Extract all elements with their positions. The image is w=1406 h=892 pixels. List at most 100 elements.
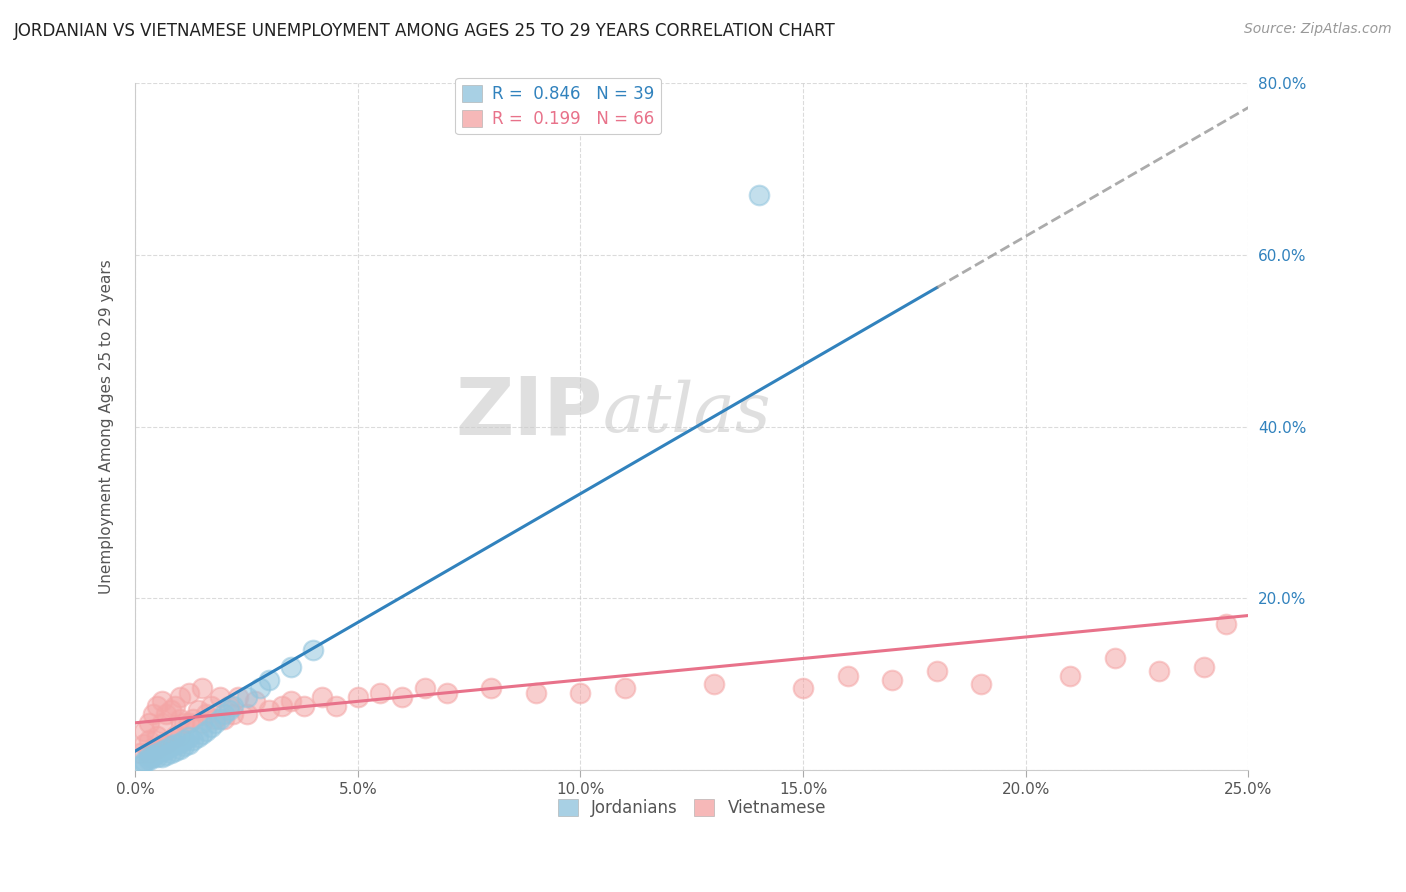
Point — [1215, 617, 1237, 632]
Point — [132, 755, 155, 769]
Point — [703, 677, 725, 691]
Point — [280, 660, 302, 674]
Point — [212, 711, 235, 725]
Point — [280, 694, 302, 708]
Point — [177, 737, 200, 751]
Point — [146, 698, 169, 713]
Point — [302, 643, 325, 657]
Point — [524, 686, 547, 700]
Point — [1059, 668, 1081, 682]
Point — [195, 724, 218, 739]
Point — [186, 703, 208, 717]
Point — [150, 744, 173, 758]
Point — [925, 665, 948, 679]
Point — [165, 698, 187, 713]
Point — [132, 737, 155, 751]
Point — [837, 668, 859, 682]
Point — [142, 750, 165, 764]
Point — [146, 729, 169, 743]
Point — [173, 739, 195, 753]
Point — [138, 750, 160, 764]
Point — [413, 681, 436, 696]
Point — [222, 707, 245, 722]
Point — [235, 690, 257, 704]
Point — [169, 690, 191, 704]
Point — [128, 746, 150, 760]
Point — [186, 731, 208, 745]
Point — [249, 681, 271, 696]
Point — [191, 715, 214, 730]
Point — [181, 733, 204, 747]
Point — [204, 715, 226, 730]
Point — [150, 750, 173, 764]
Point — [138, 746, 160, 760]
Point — [128, 758, 150, 772]
Point — [218, 703, 240, 717]
Text: atlas: atlas — [603, 380, 772, 446]
Point — [212, 707, 235, 722]
Point — [614, 681, 637, 696]
Point — [150, 715, 173, 730]
Point — [159, 733, 181, 747]
Point — [569, 686, 592, 700]
Point — [155, 741, 177, 756]
Text: ZIP: ZIP — [456, 374, 603, 452]
Point — [481, 681, 503, 696]
Point — [191, 681, 214, 696]
Point — [155, 737, 177, 751]
Point — [1192, 660, 1215, 674]
Point — [391, 690, 413, 704]
Point — [173, 715, 195, 730]
Point — [294, 698, 316, 713]
Point — [177, 686, 200, 700]
Point — [159, 739, 181, 753]
Point — [169, 711, 191, 725]
Point — [177, 731, 200, 745]
Point — [347, 690, 370, 704]
Point — [1104, 651, 1126, 665]
Point — [146, 750, 169, 764]
Point — [200, 698, 222, 713]
Y-axis label: Unemployment Among Ages 25 to 29 years: Unemployment Among Ages 25 to 29 years — [100, 260, 114, 594]
Point — [792, 681, 814, 696]
Point — [191, 727, 214, 741]
Point — [159, 703, 181, 717]
Point — [195, 707, 218, 722]
Point — [245, 694, 267, 708]
Point — [159, 746, 181, 760]
Point — [142, 741, 165, 756]
Point — [208, 711, 231, 725]
Point — [173, 733, 195, 747]
Point — [132, 724, 155, 739]
Point — [970, 677, 993, 691]
Point — [311, 690, 333, 704]
Point — [368, 686, 391, 700]
Point — [146, 746, 169, 760]
Point — [222, 698, 245, 713]
Point — [155, 747, 177, 762]
Point — [146, 741, 169, 756]
Point — [150, 737, 173, 751]
Point — [235, 707, 257, 722]
Point — [271, 698, 294, 713]
Point — [150, 694, 173, 708]
Point — [132, 756, 155, 771]
Point — [200, 720, 222, 734]
Point — [138, 753, 160, 767]
Point — [155, 707, 177, 722]
Point — [204, 711, 226, 725]
Point — [169, 729, 191, 743]
Point — [169, 741, 191, 756]
Point — [142, 707, 165, 722]
Legend: Jordanians, Vietnamese: Jordanians, Vietnamese — [551, 792, 832, 823]
Point — [325, 698, 347, 713]
Point — [138, 733, 160, 747]
Point — [436, 686, 458, 700]
Point — [169, 735, 191, 749]
Point — [138, 715, 160, 730]
Point — [165, 737, 187, 751]
Point — [1149, 665, 1171, 679]
Point — [165, 744, 187, 758]
Text: JORDANIAN VS VIETNAMESE UNEMPLOYMENT AMONG AGES 25 TO 29 YEARS CORRELATION CHART: JORDANIAN VS VIETNAMESE UNEMPLOYMENT AMO… — [14, 22, 835, 40]
Point — [882, 673, 904, 687]
